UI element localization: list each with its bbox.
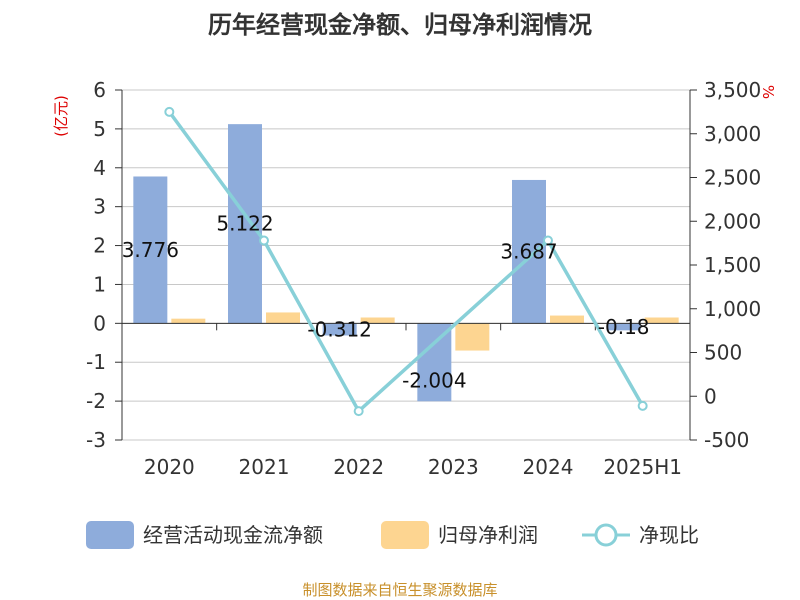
y-right-tick-label: 2,500: [704, 166, 761, 190]
bar-net-profit: [171, 318, 206, 324]
y-left-tick-label: 4: [93, 156, 106, 180]
bar-net-profit: [266, 312, 300, 324]
legend-item: 净现比: [582, 523, 699, 547]
legend-label: 归母净利润: [438, 523, 538, 547]
bar-value-label: 3.776: [122, 238, 179, 262]
ratio-point: [543, 235, 553, 246]
x-tick-label: 2021: [239, 455, 290, 479]
bar-cashflow: [322, 323, 357, 336]
x-tick-label: 2023: [428, 455, 479, 479]
y-right-tick-label: 2,000: [704, 209, 761, 233]
data-labels: 3.776 5.122 -0.312 -2.004 3.687 -0.18: [122, 212, 650, 393]
ratio-point: [637, 400, 648, 411]
y-right-tick-label: 3,000: [704, 122, 761, 146]
bar-cashflow: [228, 124, 262, 324]
ratio-point: [353, 406, 364, 417]
legend-marker: [594, 523, 618, 547]
x-tick-label: 2022: [333, 455, 384, 479]
bar-value-label: -0.18: [598, 315, 650, 339]
legend-item: 经营活动现金流净额: [86, 521, 323, 549]
y-left-tick-label: 2: [93, 234, 106, 258]
legend: 经营活动现金流净额 归母净利润 净现比: [86, 521, 699, 549]
y-right-tick-label: 3,500: [704, 78, 761, 102]
bar-value-label: -0.312: [307, 317, 371, 341]
y-right-unit: %: [759, 85, 777, 99]
legend-swatch: [86, 521, 134, 549]
bar-value-label: 5.122: [216, 212, 273, 236]
bar-cashflow: [133, 176, 168, 324]
legend-label: 经营活动现金流净额: [143, 523, 323, 547]
x-tick-label: 2020: [144, 455, 195, 479]
chart-title: 历年经营现金净额、归母净利润情况: [208, 11, 592, 39]
y-left-tick-label: 1: [93, 272, 106, 296]
y-left-tick-label: -3: [86, 428, 106, 452]
legend-label: 净现比: [639, 523, 699, 547]
y-left-tick-label: 5: [93, 117, 106, 141]
y-left-tick-label: 6: [93, 78, 106, 102]
bar-net-profit: [550, 315, 584, 324]
bar-net-profit: [644, 317, 679, 324]
bar-value-label: 3.687: [500, 240, 557, 264]
source-note: 制图数据来自恒生聚源数据库: [302, 581, 497, 599]
bar-value-label: -2.004: [402, 368, 466, 392]
bar-net-profit: [455, 323, 490, 351]
bar-cashflow: [512, 179, 546, 324]
x-tick-label: 2024: [523, 455, 574, 479]
x-tick-label: 2025H1: [603, 455, 682, 479]
y-right-tick-label: 1,500: [704, 253, 761, 277]
bar-cashflow: [417, 323, 452, 402]
y-right-tick-label: -500: [704, 428, 749, 452]
y-left-tick-label: -2: [86, 389, 106, 413]
axes: -3 -2 -1 0 1 2 3 4 5 6 -500 0 500 1,000 1,500 2,000 2,50…: [86, 78, 761, 479]
legend-swatch: [381, 521, 429, 549]
y-right-tick-label: 1,000: [704, 297, 761, 321]
y-right-tick-label: 500: [704, 341, 742, 365]
y-left-tick-label: -1: [86, 350, 106, 374]
y-left-tick-label: 3: [93, 195, 106, 219]
ratio-point: [259, 235, 269, 246]
ratio-point: [164, 106, 175, 117]
y-right-tick-label: 0: [704, 384, 717, 408]
bars: [133, 124, 679, 402]
y-left-unit: (亿元): [52, 95, 70, 137]
legend-item: 归母净利润: [381, 521, 538, 549]
ratio-line: [164, 106, 648, 417]
bar-net-profit: [360, 317, 395, 324]
bar-cashflow: [606, 323, 641, 331]
y-left-tick-label: 0: [93, 311, 106, 335]
